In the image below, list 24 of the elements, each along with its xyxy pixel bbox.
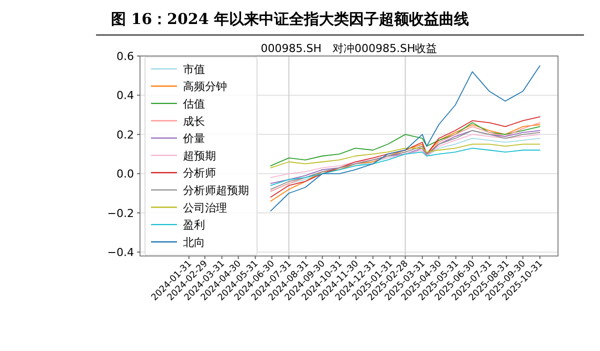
line-series <box>270 122 540 166</box>
y-tick-label: 0.4 <box>116 89 134 102</box>
y-tick-label: 0.6 <box>116 50 134 63</box>
line-series <box>270 65 540 212</box>
line-series <box>270 134 540 178</box>
y-tick-label: −0.4 <box>107 246 134 260</box>
legend-label: 超预期 <box>183 149 216 162</box>
legend-label: 北向 <box>183 236 205 249</box>
y-tick-label: −0.2 <box>107 206 134 220</box>
legend-label: 市值 <box>183 62 205 76</box>
legend-label: 成长 <box>183 114 205 128</box>
legend-label: 分析师超预期 <box>183 184 249 197</box>
legend-label: 估值 <box>183 97 205 110</box>
legend-label: 公司治理 <box>183 201 227 214</box>
y-tick-label: 0.2 <box>116 128 134 142</box>
chart-title: 图 16：2024 年以来中证全指大类因子超额收益曲线 <box>110 10 470 28</box>
legend-label: 盈利 <box>183 218 205 232</box>
line-series <box>270 148 540 186</box>
y-tick-label: 0.0 <box>116 168 134 181</box>
legend-label: 价量 <box>182 132 205 146</box>
line-series <box>270 144 540 168</box>
legend-label: 高频分钟 <box>183 80 227 94</box>
legend-label: 分析师 <box>183 166 216 180</box>
chart-subtitle: 000985.SH 对冲000985.SH收益 <box>260 42 438 55</box>
